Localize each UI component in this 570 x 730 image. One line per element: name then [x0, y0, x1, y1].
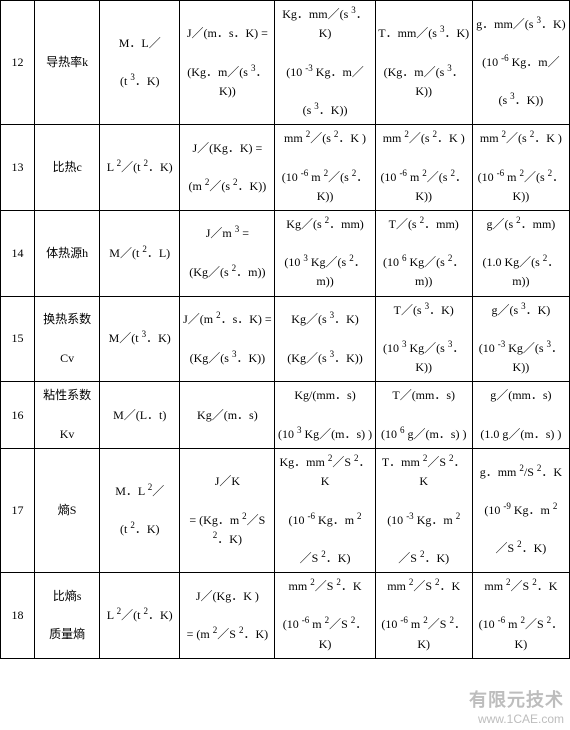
watermark-line1: 有限元技术 [469, 686, 564, 712]
unit-t-mm: T／(s 2．mm)(10 6 Kg／(s 2．m)) [375, 210, 472, 296]
table-row: 18比熵s质量熵L 2／(t 2．K)J／(Kg．K )= (m 2／S 2．K… [1, 573, 570, 659]
table-row: 12导热率kM．L／(t 3．K)J／(m．s．K) =(Kg．m／(s 3．K… [1, 1, 570, 125]
unit-kg-mm: Kg/(mm．s)(10 3 Kg／(m．s) ) [275, 382, 375, 449]
unit-t-mm: T／(mm．s)(10 6 g／(m．s) ) [375, 382, 472, 449]
dimension: M／(L．t) [100, 382, 180, 449]
row-number: 13 [1, 125, 35, 211]
unit-t-mm: T／(s 3．K)(10 3 Kg／(s 3．K)) [375, 296, 472, 382]
table-row: 13比热cL 2／(t 2．K)J／(Kg．K) =(m 2／(s 2．K))m… [1, 125, 570, 211]
unit-g-mm: mm 2／(s 2．K )(10 -6 m 2／(s 2．K)) [472, 125, 569, 211]
quantity-name: 导热率k [35, 1, 100, 125]
unit-kg-mm: mm 2／S 2．K(10 -6 m 2／S 2．K) [275, 573, 375, 659]
unit-si: J／K= (Kg．m 2／S 2．K) [180, 448, 275, 572]
row-number: 16 [1, 382, 35, 449]
unit-t-mm: T．mm／(s 3．K)(Kg．m／(s 3．K)) [375, 1, 472, 125]
quantity-name: 比热c [35, 125, 100, 211]
dimension: M／(t 3．K) [100, 296, 180, 382]
unit-g-mm: g／(s 3．K)(10 -3 Kg／(s 3．K)) [472, 296, 569, 382]
dimension: L 2／(t 2．K) [100, 573, 180, 659]
unit-si: J／(Kg．K )= (m 2／S 2．K) [180, 573, 275, 659]
watermark: 有限元技术 www.1CAE.com [469, 686, 564, 726]
quantity-name: 粘性系数Kv [35, 382, 100, 449]
units-table: 12导热率kM．L／(t 3．K)J／(m．s．K) =(Kg．m／(s 3．K… [0, 0, 570, 659]
unit-kg-mm: Kg／(s 3．K)(Kg／(s 3．K)) [275, 296, 375, 382]
row-number: 15 [1, 296, 35, 382]
quantity-name: 比熵s质量熵 [35, 573, 100, 659]
unit-si: Kg／(m．s) [180, 382, 275, 449]
dimension: M．L／(t 3．K) [100, 1, 180, 125]
dimension: M．L 2／(t 2．K) [100, 448, 180, 572]
quantity-name: 熵S [35, 448, 100, 572]
table-row: 17熵SM．L 2／(t 2．K)J／K= (Kg．m 2／S 2．K)Kg．m… [1, 448, 570, 572]
unit-g-mm: g．mm／(s 3．K)(10 -6 Kg．m／(s 3．K)) [472, 1, 569, 125]
unit-si: J／m 3 =(Kg／(s 2．m)) [180, 210, 275, 296]
unit-g-mm: g．mm 2/S 2．K(10 -9 Kg．m 2／S 2．K) [472, 448, 569, 572]
row-number: 14 [1, 210, 35, 296]
unit-kg-mm: Kg．mm／(s 3．K)(10 -3 Kg．m／(s 3．K)) [275, 1, 375, 125]
dimension: M／(t 2．L) [100, 210, 180, 296]
row-number: 17 [1, 448, 35, 572]
unit-t-mm: T．mm 2／S 2．K(10 -3 Kg．m 2／S 2．K) [375, 448, 472, 572]
dimension: L 2／(t 2．K) [100, 125, 180, 211]
row-number: 12 [1, 1, 35, 125]
unit-si: J／(m 2．s．K) =(Kg／(s 3．K)) [180, 296, 275, 382]
unit-si: J／(Kg．K) =(m 2／(s 2．K)) [180, 125, 275, 211]
unit-g-mm: g／(s 2．mm)(1.0 Kg／(s 2．m)) [472, 210, 569, 296]
unit-kg-mm: mm 2／(s 2．K )(10 -6 m 2／(s 2．K)) [275, 125, 375, 211]
unit-kg-mm: Kg／(s 2．mm)(10 3 Kg／(s 2．m)) [275, 210, 375, 296]
table-row: 15换热系数CvM／(t 3．K)J／(m 2．s．K) =(Kg／(s 3．K… [1, 296, 570, 382]
unit-kg-mm: Kg．mm 2／S 2．K(10 -6 Kg．m 2／S 2．K) [275, 448, 375, 572]
quantity-name: 换热系数Cv [35, 296, 100, 382]
unit-si: J／(m．s．K) =(Kg．m／(s 3．K)) [180, 1, 275, 125]
watermark-line2: www.1CAE.com [469, 712, 564, 726]
table-row: 14体热源hM／(t 2．L)J／m 3 =(Kg／(s 2．m))Kg／(s … [1, 210, 570, 296]
table-row: 16粘性系数KvM／(L．t)Kg／(m．s)Kg/(mm．s)(10 3 Kg… [1, 382, 570, 449]
unit-g-mm: g／(mm．s)(1.0 g／(m．s) ) [472, 382, 569, 449]
unit-t-mm: mm 2／(s 2．K )(10 -6 m 2／(s 2．K)) [375, 125, 472, 211]
unit-t-mm: mm 2／S 2．K(10 -6 m 2／S 2．K) [375, 573, 472, 659]
unit-g-mm: mm 2／S 2．K(10 -6 m 2／S 2．K) [472, 573, 569, 659]
row-number: 18 [1, 573, 35, 659]
quantity-name: 体热源h [35, 210, 100, 296]
